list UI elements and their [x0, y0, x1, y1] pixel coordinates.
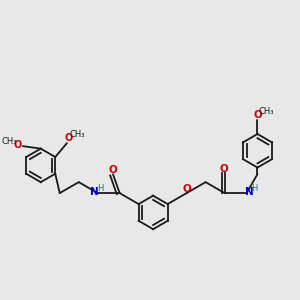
Text: O: O [65, 133, 73, 143]
Text: N: N [90, 187, 99, 197]
Text: N: N [244, 187, 253, 197]
Text: O: O [220, 164, 229, 174]
Text: CH₃: CH₃ [259, 107, 274, 116]
Text: O: O [183, 184, 191, 194]
Text: O: O [14, 140, 22, 150]
Text: H: H [251, 184, 258, 193]
Text: O: O [254, 110, 262, 120]
Text: H: H [98, 184, 104, 193]
Text: CH₃: CH₃ [70, 130, 85, 140]
Text: CH₃: CH₃ [1, 137, 16, 146]
Text: O: O [109, 166, 117, 176]
